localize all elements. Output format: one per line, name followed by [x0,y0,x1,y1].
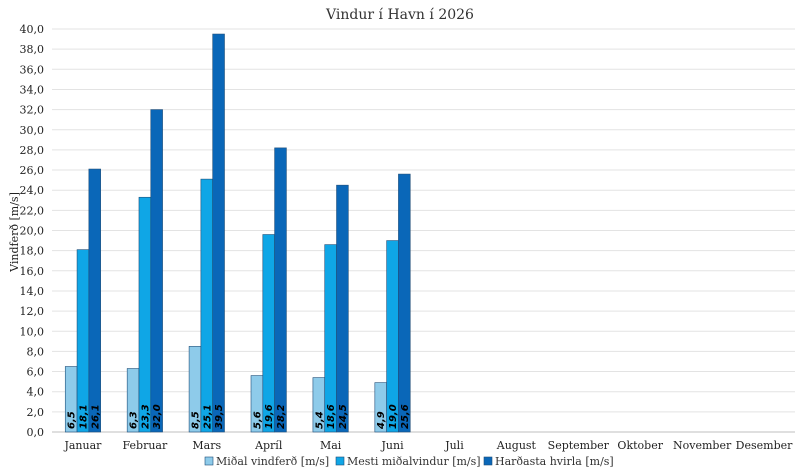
data-label: 24,5 [338,404,349,429]
data-label: 26,1 [90,404,101,429]
bar [212,33,225,433]
data-label: 19,0 [388,404,399,429]
x-tick-label: Desember [736,439,793,452]
bar [386,240,399,433]
bar [200,178,213,433]
bar [324,244,337,433]
x-tick-label: Apríl [254,439,283,452]
bar [274,147,287,433]
data-label: 18,1 [78,404,89,429]
data-label: 18,6 [326,404,337,429]
y-tick-label: 24,0 [20,184,45,197]
bars [64,33,411,433]
data-label: 6,5 [67,411,78,429]
legend-swatch [204,456,214,466]
legend-label: Mesti miðalvindur [m/s] [347,455,481,468]
x-tick-label: Juni [380,439,404,452]
y-tick-label: 20,0 [20,225,45,238]
y-tick-label: 28,0 [20,144,45,157]
bar [150,109,163,433]
y-tick-label: 18,0 [20,245,45,258]
y-tick-label: 0,0 [27,426,45,439]
y-tick-label: 12,0 [20,305,45,318]
data-label: 39,5 [214,404,225,429]
y-tick-label: 8,0 [27,345,45,358]
data-label: 23,3 [140,404,151,429]
y-tick-label: 22,0 [20,204,45,217]
y-axis-label: Vindferð [m/s] [8,192,21,273]
y-axis-ticks: 0,0 2,0 4,0 6,0 8,0 10,0 12,0 14,0 16,0 18,0 20,0 2… [20,23,45,439]
y-tick-label: 34,0 [20,83,45,96]
bar [336,184,349,433]
legend: Miðal vindferð [m/s] Mesti miðalvindur [m… [204,455,614,468]
bar [262,234,275,433]
data-label: 32,0 [152,404,163,429]
y-tick-label: 30,0 [20,124,45,137]
x-axis-ticks: Januar Februar Mars Apríl Mai Juni Juli August S… [63,439,793,452]
y-tick-label: 2,0 [27,406,45,419]
gridlines [52,28,795,433]
data-label: 4,9 [376,411,387,430]
legend-label: Miðal vindferð [m/s] [216,455,329,468]
data-label: 25,6 [400,404,411,429]
y-tick-label: 36,0 [20,63,45,76]
y-tick-label: 4,0 [27,386,45,399]
x-tick-label: Januar [63,439,102,452]
y-tick-label: 32,0 [20,104,45,117]
y-tick-label: 6,0 [27,366,45,379]
legend-swatch [335,456,345,466]
data-label: 28,2 [276,404,287,429]
y-tick-label: 38,0 [20,43,45,56]
data-label: 8,5 [190,411,201,429]
legend-swatch [483,456,493,466]
x-tick-label: Oktober [617,439,663,452]
x-tick-label: September [548,439,610,452]
x-tick-label: Februar [123,439,168,452]
y-tick-label: 26,0 [20,164,45,177]
x-tick-label: Mai [320,439,342,452]
bar [88,168,101,433]
chart-title: Vindur í Havn í 2026 [325,7,474,23]
data-label: 5,6 [252,411,263,429]
x-tick-label: November [673,439,732,452]
legend-label: Harðasta hvirla [m/s] [495,455,614,468]
y-tick-label: 40,0 [20,23,45,36]
y-tick-label: 14,0 [20,285,45,298]
x-tick-label: August [496,439,537,452]
x-tick-label: Juli [444,439,464,452]
y-tick-label: 10,0 [20,325,45,338]
bar [398,173,411,433]
bar [138,196,152,433]
y-tick-label: 16,0 [20,265,45,278]
data-labels: 6,5 18,1 26,1 6,3 23,3 32,0 8,5 25,1 39,5 5,6 19,6… [67,404,411,430]
data-label: 19,6 [264,404,275,429]
data-label: 5,4 [314,411,325,429]
data-label: 6,3 [129,411,140,429]
data-label: 25,1 [202,404,213,429]
x-tick-label: Mars [192,439,221,452]
